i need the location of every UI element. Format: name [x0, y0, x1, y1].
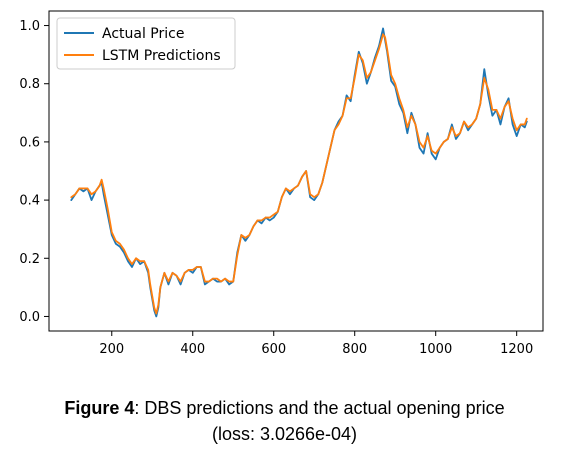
figure-caption: Figure 4: DBS predictions and the actual…	[0, 395, 569, 447]
caption-line-1: Figure 4: DBS predictions and the actual…	[0, 395, 569, 421]
legend: Actual Price LSTM Predictions	[56, 17, 236, 70]
y-tick-label: 0.2	[19, 252, 40, 267]
x-tick-label: 800	[342, 342, 367, 357]
x-tick-label: 1200	[500, 342, 533, 357]
x-tick-label: 600	[261, 342, 286, 357]
caption-line-2: (loss: 3.0266e-04)	[211, 424, 358, 444]
y-tick-label: 0.0	[19, 310, 40, 325]
x-axis: 200 400 600 800 1000 1200	[99, 331, 533, 357]
y-tick-label: 1.0	[19, 19, 40, 34]
legend-label-lstm-predictions: LSTM Predictions	[102, 48, 221, 64]
legend-box	[56, 17, 236, 70]
y-tick-label: 0.8	[19, 77, 40, 92]
legend-label-actual-price: Actual Price	[102, 26, 184, 42]
x-tick-label: 1000	[419, 342, 452, 357]
series-line-lstm-predictions	[70, 33, 528, 315]
x-tick-label: 200	[99, 342, 124, 357]
series-layer	[70, 27, 528, 318]
y-tick-label: 0.4	[19, 194, 40, 209]
y-tick-label: 0.6	[19, 135, 40, 150]
y-axis: 0.0 0.2 0.4 0.6 0.8 1.0	[19, 19, 49, 325]
plot-area-frame	[48, 10, 544, 332]
line-chart: 200 400 600 800 1000 1200 0.00.20.40.60.81.0 …	[19, 10, 544, 357]
caption-text: : DBS predictions and the actual opening…	[134, 398, 505, 418]
figure-label: Figure 4	[64, 398, 135, 418]
x-tick-label: 400	[180, 342, 205, 357]
